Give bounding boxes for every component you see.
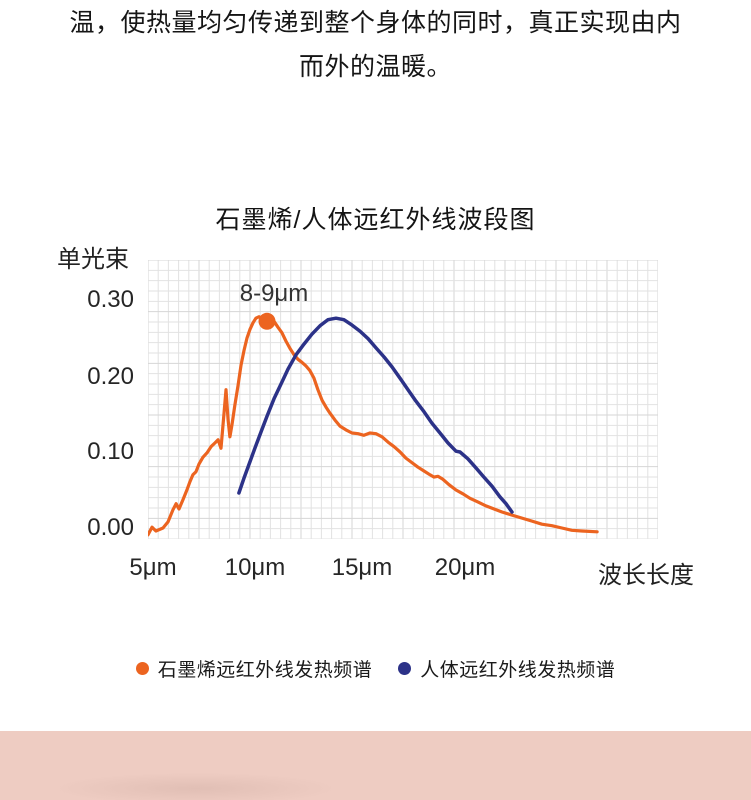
chart-title: 石墨烯/人体远红外线波段图 bbox=[215, 206, 536, 234]
x-tick-5um: 5μm bbox=[129, 554, 177, 581]
x-tick-20um: 20μm bbox=[434, 554, 496, 581]
intro-paragraph-line1: 温，使热量均匀传递到整个身体的同时，真正实现由内 bbox=[69, 9, 682, 37]
spectrum-line-chart bbox=[148, 260, 658, 539]
legend-label-graphene: 石墨烯远红外线发热频谱 bbox=[157, 659, 373, 681]
intro-paragraph-line2: 而外的温暖。 bbox=[298, 53, 452, 81]
y-axis-title: 单光束 bbox=[57, 246, 129, 273]
y-tick-0.20: 0.20 bbox=[87, 363, 134, 390]
legend-item-graphene: 石墨烯远红外线发热频谱 bbox=[135, 655, 373, 682]
legend-label-human-body: 人体远红外线发热频谱 bbox=[420, 659, 616, 681]
peak-annotation-label: 8-9μm bbox=[239, 280, 309, 307]
chart-legend: 石墨烯远红外线发热频谱 人体远红外线发热频谱 bbox=[0, 654, 751, 682]
y-tick-0.30: 0.30 bbox=[87, 286, 134, 313]
footer-color-block bbox=[0, 731, 751, 800]
legend-dot-orange-icon bbox=[135, 661, 149, 675]
y-tick-0.10: 0.10 bbox=[87, 438, 134, 465]
legend-dot-navy-icon bbox=[398, 661, 412, 675]
x-tick-15um: 15μm bbox=[331, 554, 393, 581]
x-tick-10um: 10μm bbox=[224, 554, 286, 581]
legend-item-human-body: 人体远红外线发热频谱 bbox=[398, 655, 615, 682]
y-tick-0.00: 0.00 bbox=[87, 514, 134, 541]
x-axis-title: 波长长度 bbox=[598, 562, 694, 589]
